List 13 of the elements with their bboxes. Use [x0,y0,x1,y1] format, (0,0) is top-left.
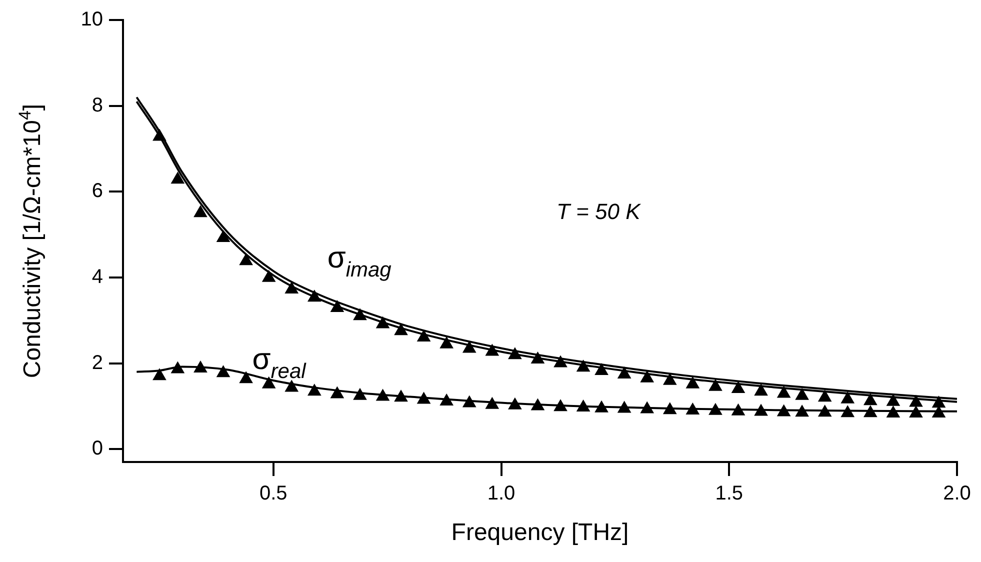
y-tick-label: 4 [92,266,103,288]
x-tick-label: 0.5 [259,482,288,505]
annotation: T = 50 K [556,198,642,224]
y-tick-label: 2 [92,352,103,374]
x-tick-label: 1.5 [715,482,744,505]
x-tick-label: 2.0 [943,482,971,505]
y-tick-label: 8 [92,94,103,116]
y-tick-label: 0 [92,438,103,460]
x-tick-label: 1.0 [487,482,516,505]
x-axis-title: Frequency [THz] [451,519,629,546]
y-tick-label: 6 [92,180,103,202]
y-tick-label: 10 [80,8,103,31]
y-axis-title: Conductivity [1/Ω-cm*104] [15,104,46,378]
